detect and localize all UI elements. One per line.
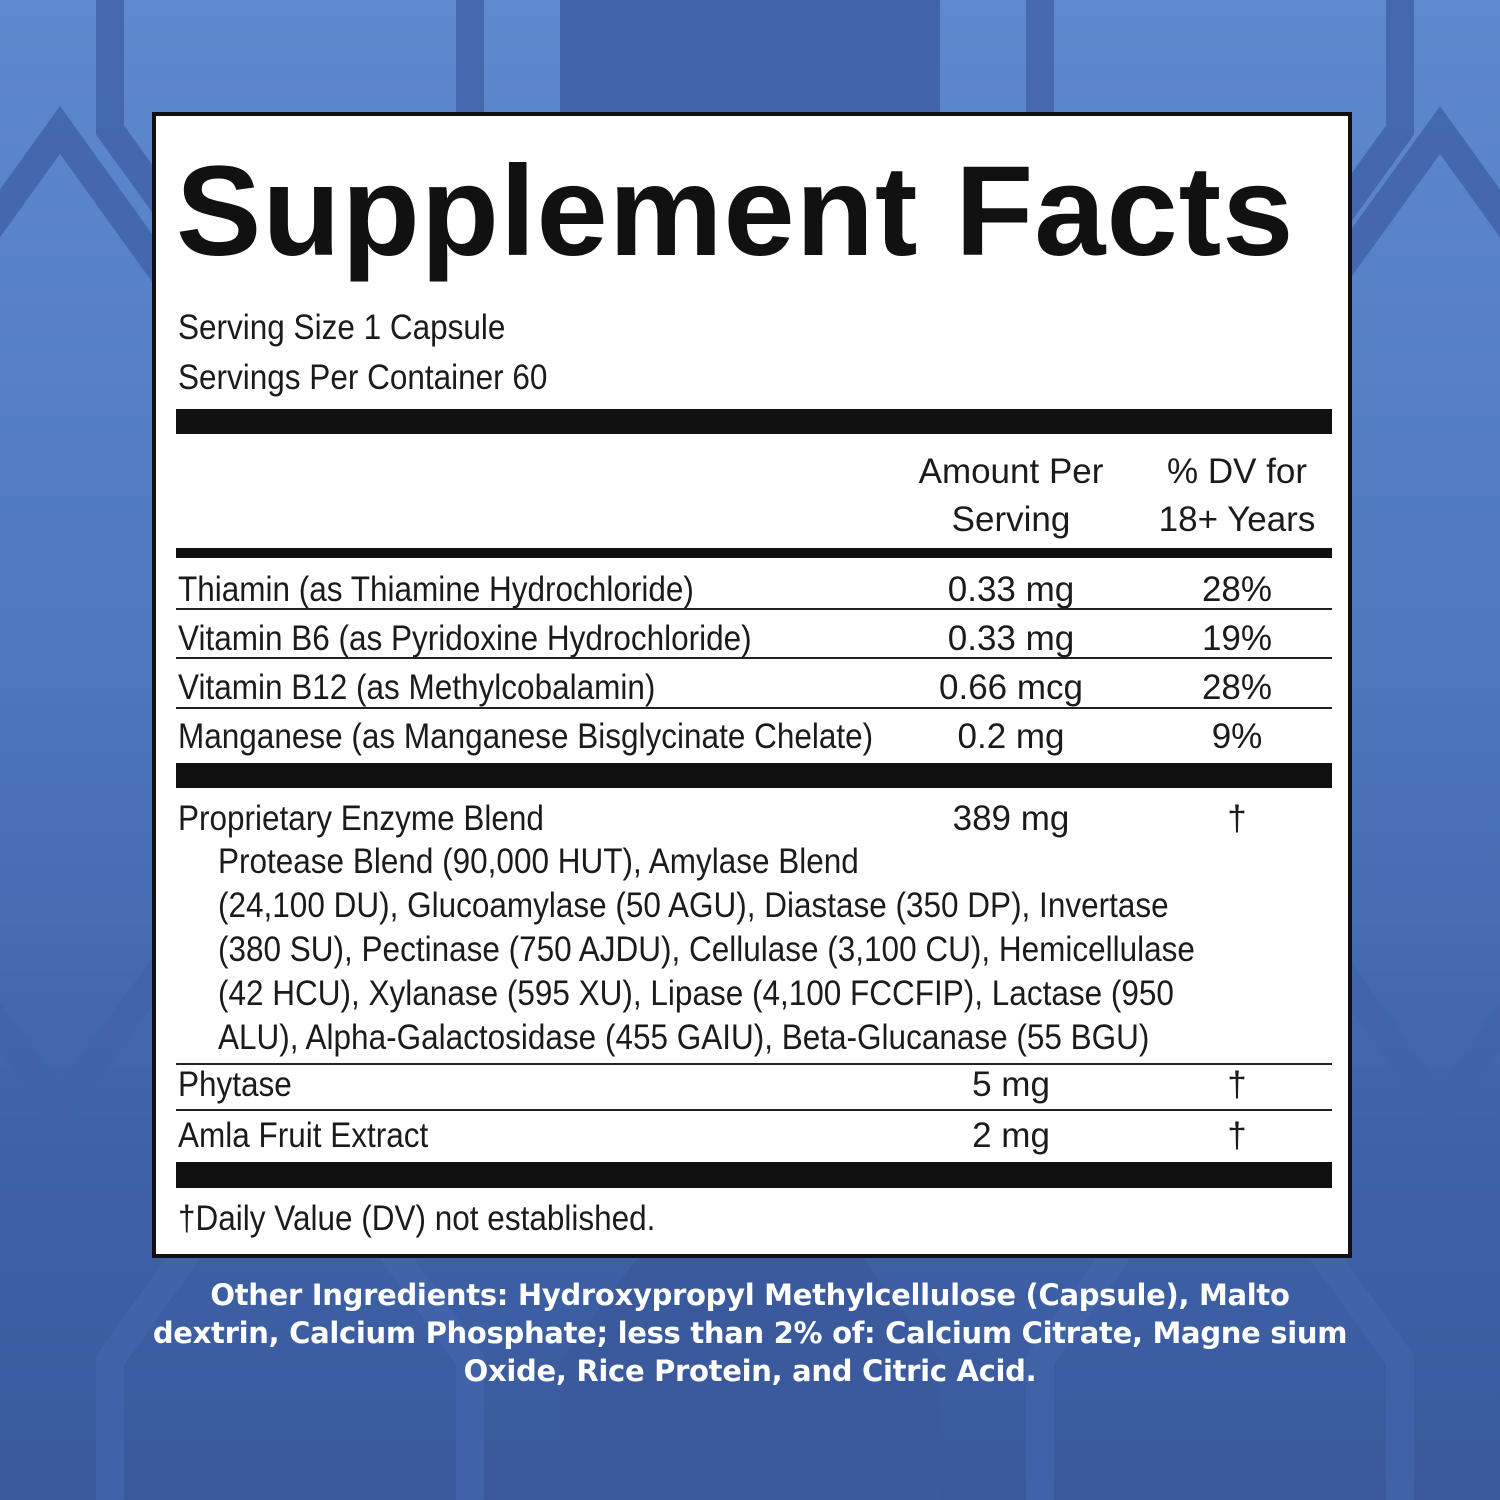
- other-ingredients: Other Ingredients: Hydroxypropyl Methylc…: [152, 1278, 1348, 1388]
- row-divider: [176, 1109, 1332, 1111]
- divider-thick: [176, 1162, 1332, 1188]
- servings-per-container: Servings Per Container 60: [178, 358, 548, 397]
- nutrient-dv: 28%: [1201, 668, 1273, 707]
- supplement-facts-panel: Supplement Facts Serving Size 1 Capsule …: [152, 112, 1352, 1258]
- nutrient-dv: 9%: [1211, 717, 1263, 756]
- ingredient-amount: 2 mg: [972, 1116, 1050, 1155]
- divider-thick: [176, 763, 1332, 788]
- blend-name: Proprietary Enzyme Blend: [178, 799, 544, 838]
- nutrient-name: Vitamin B12 (as Methylcobalamin): [178, 668, 656, 707]
- nutrient-name: Thiamin (as Thiamine Hydrochloride): [178, 570, 694, 609]
- divider-thick: [176, 409, 1332, 434]
- nutrient-amount: 0.33 mg: [947, 619, 1075, 658]
- blend-detail-line: (380 SU), Pectinase (750 AJDU), Cellulas…: [218, 930, 1195, 969]
- ingredient-dv: †: [1227, 1065, 1247, 1104]
- blend-dv: †: [1227, 799, 1247, 838]
- nutrient-dv: 19%: [1201, 619, 1273, 658]
- panel-title: Supplement Facts: [176, 140, 1295, 283]
- serving-size: Serving Size 1 Capsule: [178, 308, 506, 347]
- blend-detail-line: (42 HCU), Xylanase (595 XU), Lipase (4,1…: [218, 974, 1174, 1013]
- nutrient-amount: 0.2 mg: [957, 717, 1065, 756]
- header-amount-line2: Serving: [951, 500, 1071, 539]
- nutrient-name: Manganese (as Manganese Bisglycinate Che…: [178, 717, 874, 756]
- ingredient-name: Phytase: [178, 1065, 292, 1104]
- blend-amount: 389 mg: [952, 799, 1070, 838]
- ingredient-amount: 5 mg: [972, 1065, 1050, 1104]
- header-amount-line1: Amount Per: [918, 452, 1104, 491]
- nutrient-amount: 0.66 mcg: [939, 668, 1083, 707]
- ingredient-name: Amla Fruit Extract: [178, 1116, 429, 1155]
- row-divider: [176, 707, 1332, 709]
- header-dv-line1: % DV for: [1166, 452, 1308, 491]
- blend-detail-line: ALU), Alpha-Galactosidase (455 GAIU), Be…: [218, 1018, 1150, 1057]
- row-divider: [176, 608, 1332, 610]
- blend-detail-line: Protease Blend (90,000 HUT), Amylase Ble…: [218, 842, 859, 881]
- nutrient-dv: 28%: [1201, 570, 1273, 609]
- row-divider: [176, 1063, 1332, 1065]
- footnote: †Daily Value (DV) not established.: [178, 1199, 656, 1238]
- row-divider: [176, 657, 1332, 659]
- nutrient-name: Vitamin B6 (as Pyridoxine Hydrochloride): [178, 619, 752, 658]
- ingredient-dv: †: [1227, 1116, 1247, 1155]
- blend-detail-line: (24,100 DU), Glucoamylase (50 AGU), Dias…: [218, 886, 1169, 925]
- nutrient-amount: 0.33 mg: [947, 570, 1075, 609]
- divider-medium: [176, 548, 1332, 558]
- header-dv-line2: 18+ Years: [1158, 500, 1316, 539]
